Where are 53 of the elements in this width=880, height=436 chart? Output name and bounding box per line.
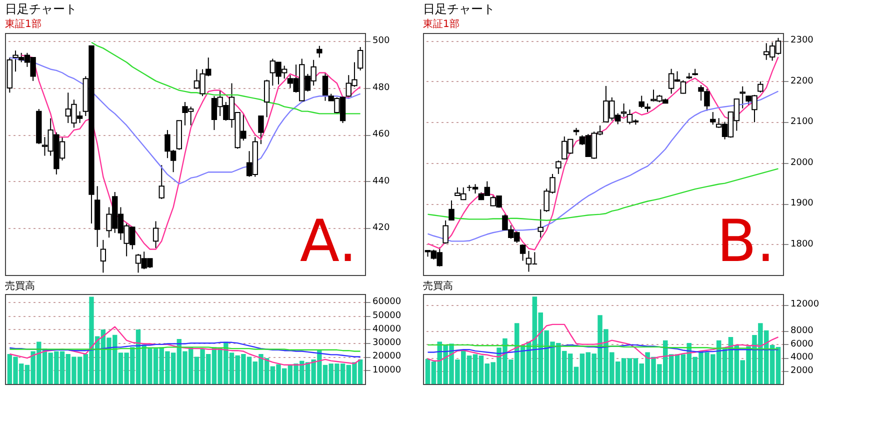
annotation: A.: [300, 207, 357, 275]
candlestick: [710, 112, 716, 126]
y-tick-label: 8000: [790, 326, 814, 336]
line-series: [427, 344, 779, 354]
chart-subtitle: 東証1部: [423, 18, 460, 30]
chart-title: 売買高: [5, 280, 35, 292]
candlestick: [152, 220, 159, 249]
line-series: [427, 324, 779, 362]
chart-title: 日足チャート: [423, 2, 495, 16]
candlestick: [264, 79, 270, 118]
y-tick-label: 10000: [372, 365, 402, 376]
line-series: [9, 326, 361, 366]
candlestick: [448, 200, 454, 221]
candlestick: [442, 220, 448, 244]
chart-title: 日足チャート: [5, 2, 77, 16]
candlestick: [258, 116, 264, 145]
annotation: B.: [716, 207, 775, 275]
candlestick: [520, 244, 526, 262]
chart-title: 売買高: [423, 280, 453, 292]
y-tick-label: 4000: [790, 352, 814, 363]
candlestick: [758, 80, 764, 93]
y-tick-label: 6000: [790, 339, 814, 350]
y-tick-label: 60000: [372, 297, 402, 308]
y-tick-label: 440: [372, 176, 390, 186]
chart-subtitle: 東証1部: [5, 18, 42, 30]
y-tick-label: 2300: [790, 36, 814, 46]
candlestick: [158, 164, 164, 200]
candlestick: [556, 160, 562, 174]
y-tick-label: 2000: [790, 366, 814, 376]
y-tick-label: 20000: [372, 352, 402, 362]
candlestick: [620, 102, 627, 118]
y-tick-label: 30000: [372, 338, 402, 348]
candlestick: [100, 239, 106, 274]
y-tick-label: 50000: [372, 310, 402, 321]
candlestick: [740, 86, 746, 109]
candlestick: [357, 46, 364, 71]
candlestick: [316, 45, 322, 58]
y-tick-label: 2000: [790, 158, 814, 168]
y-tick-label: 500: [372, 36, 390, 46]
candlestick: [680, 80, 686, 94]
y-tick-label: 2100: [790, 117, 814, 128]
candlestick: [538, 208, 544, 238]
line-series: [90, 42, 361, 114]
y-tick-label: 460: [372, 130, 390, 140]
y-tick-label: 1800: [790, 239, 814, 250]
y-tick-label: 40000: [372, 324, 402, 334]
y-tick-label: 1900: [790, 198, 814, 209]
y-tick-label: 480: [372, 82, 390, 93]
candlestick: [322, 72, 328, 102]
y-tick-label: 420: [372, 223, 390, 234]
y-tick-label: 2200: [790, 76, 814, 86]
y-tick-label: 12000: [790, 300, 820, 310]
line-series: [9, 342, 361, 358]
